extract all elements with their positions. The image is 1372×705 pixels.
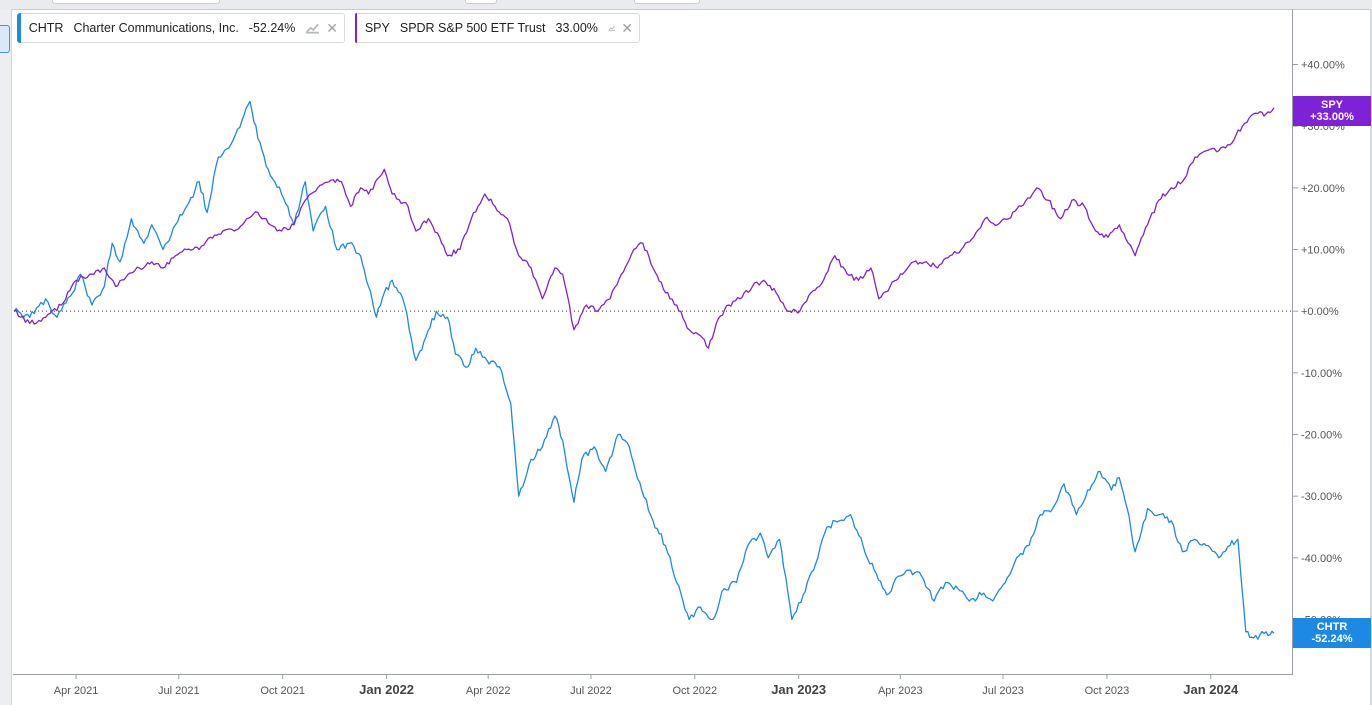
x-tick-label: Jan 2023 bbox=[771, 682, 826, 697]
legend-change-value: 33.00% bbox=[555, 21, 598, 35]
end-label-chtr: CHTR -52.24% bbox=[1293, 618, 1371, 648]
x-tick-label: Jul 2022 bbox=[570, 685, 612, 697]
y-tick-label: -20.00% bbox=[1301, 430, 1342, 442]
chart-plot-frame bbox=[13, 9, 1293, 675]
y-tick-label: -40.00% bbox=[1301, 553, 1342, 565]
right-edge-border bbox=[1370, 9, 1372, 705]
legend-company-name: SPDR S&P 500 ETF Trust bbox=[399, 21, 546, 35]
x-tick-label: Jan 2024 bbox=[1183, 682, 1239, 697]
x-tick-label: Jan 2022 bbox=[359, 682, 414, 697]
y-axis: +40.00%+30.00%+20.00%+10.00%+0.00%-10.00… bbox=[1293, 60, 1345, 627]
legend-chip-chtr[interactable]: CHTR Charter Communications, Inc. -52.24… bbox=[17, 13, 345, 43]
y-tick-label: +20.00% bbox=[1301, 183, 1345, 195]
series-lines bbox=[13, 100, 1275, 640]
x-tick-label: Jul 2023 bbox=[982, 685, 1024, 697]
x-axis: Apr 2021 Jul 2021 Oct 2021 Jan 2022 Apr 2022… bbox=[54, 675, 1239, 697]
y-tick-label: +10.00% bbox=[1301, 245, 1345, 257]
close-icon[interactable]: ✕ bbox=[621, 19, 633, 36]
series-color-swatch bbox=[17, 13, 21, 43]
y-tick-label: -10.00% bbox=[1301, 368, 1342, 380]
series-line-chtr bbox=[13, 100, 1275, 640]
toolbar-tab[interactable] bbox=[52, 0, 220, 4]
legend-company-name: Charter Communications, Inc. bbox=[73, 21, 239, 35]
x-tick-label: Jul 2021 bbox=[158, 685, 200, 697]
x-tick-label: Apr 2023 bbox=[878, 685, 923, 697]
end-label-symbol: SPY bbox=[1320, 99, 1343, 111]
x-tick-label: Oct 2021 bbox=[260, 685, 305, 697]
y-tick-label: +40.00% bbox=[1301, 60, 1345, 72]
toolbar-tab[interactable] bbox=[634, 0, 700, 4]
legend-chip-spy[interactable]: SPY SPDR S&P 500 ETF Trust 33.00% ✕ bbox=[355, 13, 640, 43]
y-tick-label: +0.00% bbox=[1301, 306, 1339, 318]
series-color-swatch bbox=[355, 13, 357, 43]
x-tick-label: Apr 2022 bbox=[466, 685, 511, 697]
y-tick-label: -30.00% bbox=[1301, 491, 1342, 503]
legend-symbol: CHTR bbox=[28, 21, 64, 35]
left-sidebar-gutter bbox=[0, 9, 12, 705]
legend-change-value: -52.24% bbox=[248, 21, 296, 35]
mini-chart-icon[interactable] bbox=[608, 21, 615, 35]
end-label-symbol: CHTR bbox=[1316, 621, 1348, 633]
end-label-spy: SPY +33.00% bbox=[1293, 96, 1371, 126]
x-tick-label: Oct 2023 bbox=[1085, 685, 1130, 697]
toolbar-tab[interactable] bbox=[465, 0, 497, 4]
x-tick-label: Apr 2021 bbox=[54, 685, 99, 697]
end-label-value: -52.24% bbox=[1311, 633, 1353, 645]
end-label-value: +33.00% bbox=[1310, 111, 1354, 123]
close-icon[interactable]: ✕ bbox=[326, 19, 338, 36]
legend-symbol: SPY bbox=[364, 21, 390, 35]
mini-chart-icon[interactable] bbox=[305, 21, 320, 35]
x-tick-label: Oct 2022 bbox=[672, 685, 717, 697]
series-line-spy bbox=[13, 107, 1275, 349]
sidebar-toggle-button[interactable] bbox=[0, 25, 10, 53]
top-toolbar-strip bbox=[0, 0, 1372, 10]
